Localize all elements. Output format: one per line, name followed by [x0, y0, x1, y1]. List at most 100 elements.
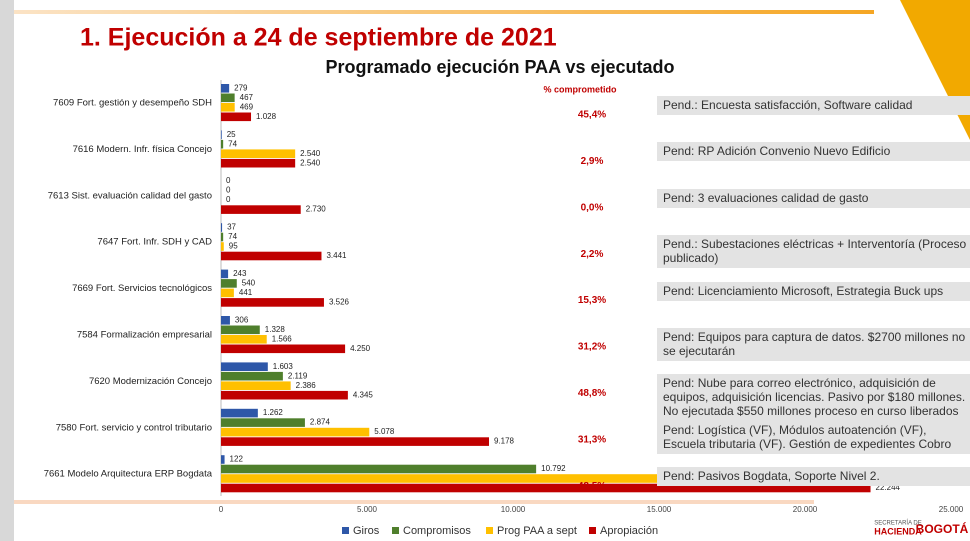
category-label: 7580 Fort. servicio y control tributario	[56, 422, 212, 433]
value-label: 1.328	[265, 325, 286, 334]
value-label: 1.028	[256, 112, 277, 121]
pending-note: Pend: RP Adición Convenio Nuevo Edificio	[657, 142, 970, 162]
pending-note: Pend: Equipos para captura de datos. $27…	[657, 328, 970, 361]
bar	[221, 232, 224, 242]
value-label: 74	[228, 232, 237, 241]
value-label: 25	[227, 130, 236, 139]
percent-header: % comprometido	[543, 84, 617, 94]
pending-note: Pend: Licenciamiento Microsoft, Estrateg…	[657, 281, 970, 301]
value-label: 0	[226, 176, 231, 185]
value-label: 2.540	[300, 158, 321, 167]
logo-text: SECRETARÍA DE	[874, 520, 922, 527]
bar	[221, 427, 370, 437]
left-shadow	[0, 0, 14, 541]
bar	[221, 103, 235, 112]
corner-accent	[900, 0, 970, 140]
legend-label: Compromisos	[403, 525, 471, 537]
bar	[221, 223, 223, 232]
value-label: 243	[233, 269, 247, 278]
bottom-band	[14, 500, 814, 504]
bar	[221, 93, 235, 103]
bar	[221, 205, 301, 214]
bar	[221, 149, 296, 158]
value-label: 22.244	[876, 483, 901, 492]
value-label: 5.078	[374, 427, 395, 436]
value-label: 95	[229, 242, 238, 251]
value-label: 2.386	[296, 381, 317, 390]
value-label: 2.119	[288, 371, 308, 380]
logo-text: HACIENDA	[874, 526, 922, 536]
x-tick-label: 5.000	[357, 505, 378, 514]
bar	[221, 474, 733, 483]
percent-label: 48,8%	[578, 388, 606, 399]
legend-swatch	[486, 527, 493, 534]
bar	[221, 408, 258, 418]
percent-label: 2,9%	[581, 156, 604, 167]
value-label: 4.250	[350, 344, 371, 353]
x-tick-label: 20.000	[793, 505, 818, 514]
pending-note: Pend: Logística (VF), Módulos autoatenci…	[657, 420, 970, 454]
value-label: 1.566	[272, 334, 293, 343]
bar	[221, 418, 305, 427]
bar	[221, 279, 237, 288]
value-label: 3.441	[326, 251, 347, 260]
bar	[221, 381, 291, 390]
bar	[221, 325, 260, 335]
bar	[221, 455, 225, 464]
percent-label: 2,2%	[581, 249, 604, 260]
value-label: 0	[226, 186, 231, 195]
category-label: 7609 Fort. gestión y desempeño SDH	[53, 98, 212, 109]
pending-note: Pend: Pasivos Bogdata, Soporte Nivel 2.	[657, 467, 970, 487]
value-label: 0	[226, 195, 231, 204]
legend-swatch	[342, 527, 349, 534]
bar	[221, 437, 489, 446]
value-label: 37	[227, 223, 236, 232]
bar	[221, 288, 234, 298]
x-tick-label: 10.000	[501, 505, 526, 514]
percent-label: 31,3%	[578, 434, 606, 445]
x-tick-label: 25.000	[939, 505, 964, 514]
bar	[221, 130, 222, 139]
bar	[221, 251, 322, 261]
category-label: 7669 Fort. Servicios tecnológicos	[72, 283, 212, 294]
logo-text: BOGOTÁ	[916, 521, 969, 536]
legend-label: Giros	[353, 525, 380, 537]
bar	[221, 316, 230, 325]
bar	[221, 269, 229, 279]
bar	[221, 464, 537, 474]
value-label: 467	[240, 93, 254, 102]
value-label: 540	[242, 279, 256, 288]
value-label: 3.526	[329, 298, 350, 307]
category-label: 7584 Formalización empresarial	[77, 330, 212, 341]
bar	[221, 84, 230, 93]
category-label: 7647 Fort. Infr. SDH y CAD	[97, 237, 212, 248]
pending-note: Pend.: Encuesta satisfacción, Software c…	[657, 96, 970, 115]
legend-swatch	[392, 527, 399, 534]
percent-label: 0,0%	[581, 202, 604, 213]
bar	[221, 242, 224, 251]
percent-label: 15,3%	[578, 295, 606, 306]
bar	[221, 112, 252, 122]
value-label: 441	[239, 288, 253, 297]
legend-label: Apropiación	[600, 525, 658, 537]
value-label: 4.345	[353, 390, 374, 399]
top-band	[14, 10, 874, 14]
percent-label: 45,4%	[578, 110, 606, 121]
pending-note: Pend.: Subestaciones eléctricas + Interv…	[657, 235, 970, 269]
bar	[221, 298, 324, 307]
value-label: 2.730	[306, 205, 327, 214]
value-label: 306	[235, 315, 249, 324]
bar	[221, 158, 296, 168]
slide-title: 1. Ejecución a 24 de septiembre de 2021	[80, 24, 557, 52]
category-label: 7661 Modelo Arquitectura ERP Bogdata	[44, 469, 213, 480]
bar	[221, 335, 267, 344]
bar	[221, 362, 268, 371]
value-label: 2.874	[310, 418, 331, 427]
chart-title: Programado ejecución PAA vs ejecutado	[325, 57, 674, 77]
category-label: 7613 Sist. evaluación calidad del gasto	[48, 190, 212, 201]
value-label: 74	[228, 139, 237, 148]
pending-note: Pend: 3 evaluaciones calidad de gasto	[657, 188, 970, 208]
value-label: 1.603	[273, 362, 294, 371]
